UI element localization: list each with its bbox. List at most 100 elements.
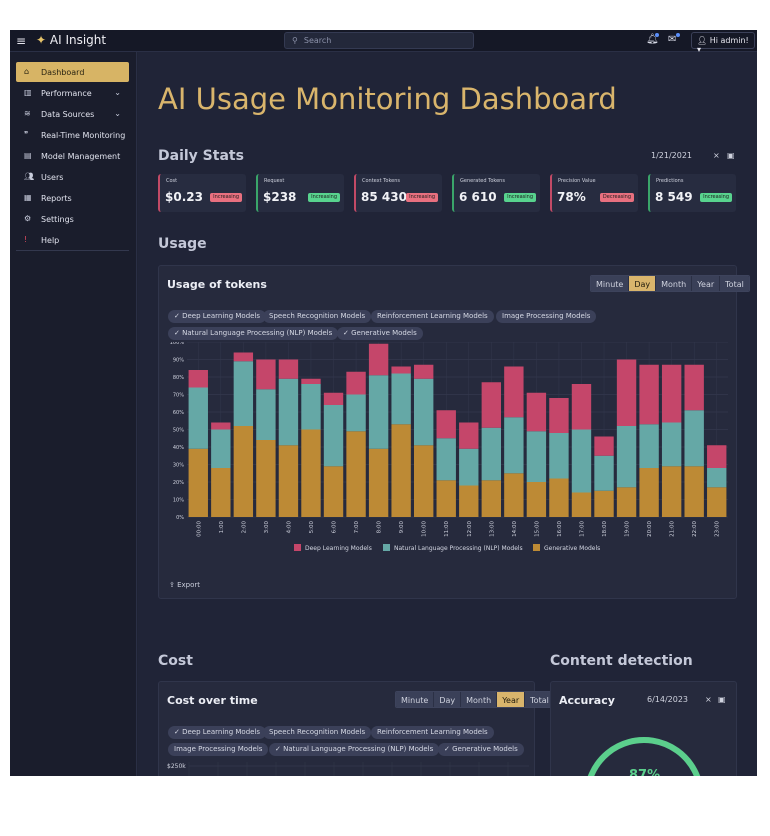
range-day[interactable]: Day (629, 276, 657, 291)
stat-label: Generated Tokens (460, 178, 505, 184)
filter-chip-speech-recognition[interactable]: Speech Recognition Models (263, 310, 372, 323)
chip-label: Reinforcement Learning Models (377, 728, 488, 736)
chip-label: Speech Recognition Models (269, 728, 366, 736)
range-month[interactable]: Month (656, 276, 693, 291)
filter-chip-nlp[interactable]: ✓ Natural Language Processing (NLP) Mode… (168, 327, 339, 340)
sidebar-item-users[interactable]: 👥︎ Users (16, 167, 129, 187)
range-year[interactable]: Year (497, 692, 526, 707)
filter-chip-image-processing[interactable]: Image Processing Models (168, 743, 269, 756)
filter-chip-nlp[interactable]: ✓ Natural Language Processing (NLP) Mode… (269, 743, 440, 756)
x-tick-label: 17:00 (579, 521, 585, 537)
stat-card-context-tokens: Context Tokens 85 430 Increasing (354, 174, 442, 212)
check-icon: ✓ (275, 745, 281, 753)
y-tick-label: 40% (173, 445, 184, 451)
stat-card-generated-tokens: Generated Tokens 6 610 Increasing (452, 174, 540, 212)
filter-chip-generative[interactable]: ✓ Generative Models (337, 327, 423, 340)
x-tick-label: 8:00 (377, 521, 383, 534)
stat-label: Context Tokens (362, 178, 401, 184)
chevron-down-icon: ▾ (697, 45, 702, 54)
mail-dot (676, 33, 680, 37)
sidebar-item-help[interactable]: ! Help (16, 230, 129, 250)
range-minute[interactable]: Minute (396, 692, 435, 707)
range-year[interactable]: Year (692, 276, 721, 291)
stat-value: 78% (557, 190, 586, 204)
stat-label: Precision Value (558, 178, 596, 184)
sidebar-item-performance[interactable]: ▥ Performance ⌄ (16, 83, 129, 103)
sidebar-item-reports[interactable]: ▦ Reports (16, 188, 129, 208)
x-tick-label: 15:00 (534, 521, 540, 537)
range-day[interactable]: Day (434, 692, 462, 707)
filter-chip-speech-recognition[interactable]: Speech Recognition Models (263, 726, 372, 739)
filter-chip-deep-learning[interactable]: ✓ Deep Learning Models (168, 726, 267, 739)
calendar-icon[interactable]: ▣ (718, 695, 726, 704)
filter-chip-reinforcement-learning[interactable]: Reinforcement Learning Models (371, 726, 494, 739)
bar-generative-models (504, 473, 524, 517)
bar-deep-learning-models (391, 366, 411, 374)
mail-icon[interactable]: ✉ (668, 34, 677, 45)
bar-generative-models (278, 445, 299, 517)
bar-deep-learning-models (504, 366, 524, 418)
export-button[interactable]: ⇪ Export (169, 581, 200, 589)
usage-card-title: Usage of tokens (167, 278, 267, 291)
range-total[interactable]: Total (525, 692, 554, 707)
bar-generative-models (368, 448, 389, 517)
bar-deep-learning-models (211, 422, 231, 430)
x-tick-label: 4:00 (286, 521, 292, 534)
stat-label: Cost (166, 178, 178, 184)
content-detection-heading: Content detection (550, 653, 693, 669)
filter-chip-generative[interactable]: ✓ Generative Models (438, 743, 524, 756)
daily-stats-date-picker[interactable]: 1/21/2021 × ▣ (651, 151, 741, 160)
sidebar-item-model-management[interactable]: ▤ Model Management (16, 146, 129, 166)
sidebar-item-label: Help (41, 236, 60, 245)
cost-card-title: Cost over time (167, 694, 258, 707)
bar-natural-language-processing-nlp-models (188, 387, 208, 449)
usage-card: Usage of tokens Minute Day Month Year To… (158, 265, 750, 599)
accuracy-date-picker[interactable]: 6/14/2023 × ▣ (647, 695, 735, 704)
filter-chip-deep-learning[interactable]: ✓ Deep Learning Models (168, 310, 267, 323)
bar-deep-learning-models (256, 359, 276, 390)
bar-deep-learning-models (233, 352, 254, 362)
bar-deep-learning-models (413, 364, 434, 379)
sidebar-item-dashboard[interactable]: ⌂ Dashboard (16, 62, 129, 82)
sidebar-item-label: Data Sources (41, 110, 95, 119)
y-tick-label: 100% (170, 342, 185, 346)
accuracy-card-title: Accuracy (559, 694, 615, 707)
chip-label: Generative Models (351, 329, 417, 337)
hamburger-icon[interactable]: ≡ (16, 34, 27, 48)
bar-generative-models (211, 468, 231, 517)
range-minute[interactable]: Minute (591, 276, 630, 291)
user-menu-button[interactable]: 👤︎ Hi admin! ▾ (691, 32, 755, 54)
cost-card: Cost over time Minute Day Month Year Tot… (158, 681, 555, 776)
clear-icon[interactable]: × (713, 151, 720, 160)
y-tick-label: $250k (167, 763, 186, 770)
bar-natural-language-processing-nlp-models (346, 394, 366, 432)
bar-deep-learning-models (594, 436, 614, 456)
export-icon: ⇪ (169, 581, 175, 589)
app-logo[interactable]: ✦ AI Insight (36, 33, 106, 47)
sidebar-item-settings[interactable]: ⚙ Settings (16, 209, 129, 229)
x-tick-label: 11:00 (444, 521, 450, 537)
filter-chip-reinforcement-learning[interactable]: Reinforcement Learning Models (371, 310, 494, 323)
home-icon: ⌂ (24, 67, 30, 76)
bell-icon[interactable]: 🔔︎ (646, 34, 659, 45)
bar-generative-models (459, 485, 479, 517)
bar-generative-models (188, 448, 208, 517)
usage-heading: Usage (158, 236, 207, 252)
filter-chip-image-processing[interactable]: Image Processing Models (496, 310, 597, 323)
bar-generative-models (684, 466, 704, 517)
sidebar-item-data-sources[interactable]: ≋ Data Sources ⌄ (16, 104, 129, 124)
notification-dot (655, 33, 659, 37)
chevron-down-icon: ⌄ (114, 109, 121, 118)
range-month[interactable]: Month (461, 692, 498, 707)
calendar-icon[interactable]: ▣ (727, 151, 735, 160)
legend-swatch (383, 544, 390, 551)
range-total[interactable]: Total (720, 276, 749, 291)
date-value: 6/14/2023 (647, 695, 689, 704)
bar-deep-learning-models (639, 364, 659, 425)
sidebar-item-real-time-monitoring[interactable]: ❞ Real-Time Monitoring (16, 125, 129, 145)
clear-icon[interactable]: × (705, 695, 712, 704)
stat-value: 6 610 (459, 190, 497, 204)
search-input[interactable]: ⚲ Search (284, 32, 474, 49)
check-icon: ✓ (174, 312, 180, 320)
chip-label: Natural Language Processing (NLP) Models (283, 745, 434, 753)
